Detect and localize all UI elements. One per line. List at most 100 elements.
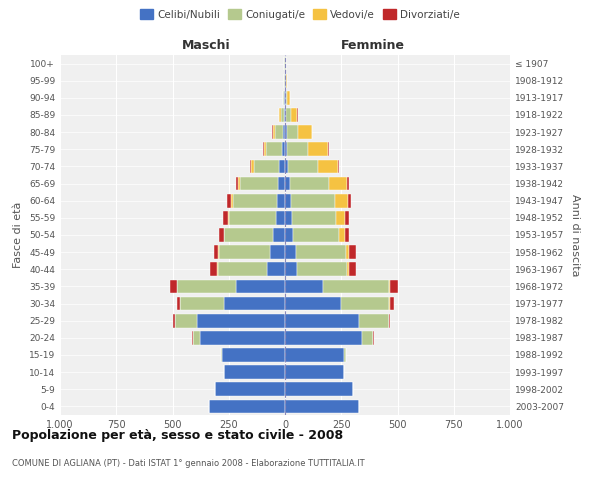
- Bar: [284, 108, 285, 122]
- Bar: [177, 280, 235, 293]
- Bar: [286, 108, 290, 122]
- Bar: [235, 280, 285, 293]
- Bar: [290, 108, 298, 122]
- Bar: [287, 91, 290, 104]
- Bar: [224, 366, 285, 379]
- Bar: [285, 176, 290, 190]
- Bar: [285, 280, 323, 293]
- Bar: [290, 176, 329, 190]
- Bar: [193, 331, 199, 344]
- Bar: [285, 211, 292, 224]
- Bar: [347, 176, 349, 190]
- Bar: [238, 176, 240, 190]
- Bar: [328, 142, 329, 156]
- Bar: [285, 331, 361, 344]
- Bar: [285, 382, 353, 396]
- Bar: [335, 211, 344, 224]
- Bar: [175, 314, 197, 328]
- Bar: [276, 211, 285, 224]
- Bar: [280, 108, 281, 122]
- Bar: [173, 314, 175, 328]
- Bar: [285, 400, 359, 413]
- Text: Femmine: Femmine: [341, 40, 405, 52]
- Bar: [218, 262, 267, 276]
- Bar: [221, 348, 222, 362]
- Y-axis label: Fasce di età: Fasce di età: [13, 202, 23, 268]
- Bar: [293, 228, 339, 242]
- Bar: [283, 126, 285, 139]
- Bar: [170, 280, 176, 293]
- Bar: [285, 142, 287, 156]
- Text: Maschi: Maschi: [182, 40, 230, 52]
- Bar: [339, 228, 344, 242]
- Bar: [292, 211, 335, 224]
- Bar: [224, 296, 285, 310]
- Bar: [285, 91, 286, 104]
- Bar: [224, 228, 272, 242]
- Bar: [389, 314, 391, 328]
- Bar: [289, 160, 317, 173]
- Bar: [263, 142, 264, 156]
- Bar: [298, 262, 347, 276]
- Bar: [285, 296, 341, 310]
- Bar: [341, 296, 389, 310]
- Bar: [285, 74, 286, 88]
- Bar: [298, 126, 311, 139]
- Bar: [290, 194, 335, 207]
- Bar: [329, 176, 347, 190]
- Bar: [349, 262, 356, 276]
- Bar: [285, 246, 296, 259]
- Bar: [271, 246, 285, 259]
- Bar: [311, 126, 312, 139]
- Bar: [281, 108, 284, 122]
- Bar: [223, 211, 227, 224]
- Bar: [227, 194, 232, 207]
- Bar: [218, 246, 271, 259]
- Bar: [229, 211, 276, 224]
- Bar: [280, 160, 285, 173]
- Bar: [250, 160, 251, 173]
- Bar: [285, 108, 286, 122]
- Bar: [346, 246, 349, 259]
- Bar: [361, 331, 373, 344]
- Bar: [235, 176, 238, 190]
- Bar: [285, 126, 287, 139]
- Bar: [214, 246, 218, 259]
- Bar: [283, 91, 284, 104]
- Bar: [338, 160, 339, 173]
- Bar: [284, 91, 285, 104]
- Bar: [344, 228, 349, 242]
- Bar: [323, 280, 389, 293]
- Bar: [335, 194, 348, 207]
- Bar: [277, 194, 285, 207]
- Text: COMUNE DI AGLIANA (PT) - Dati ISTAT 1° gennaio 2008 - Elaborazione TUTTITALIA.IT: COMUNE DI AGLIANA (PT) - Dati ISTAT 1° g…: [12, 458, 365, 468]
- Bar: [286, 91, 287, 104]
- Bar: [240, 176, 278, 190]
- Legend: Celibi/Nubili, Coniugati/e, Vedovi/e, Divorziati/e: Celibi/Nubili, Coniugati/e, Vedovi/e, Di…: [136, 5, 464, 24]
- Bar: [219, 228, 224, 242]
- Bar: [266, 142, 281, 156]
- Bar: [287, 142, 308, 156]
- Bar: [275, 126, 283, 139]
- Bar: [233, 194, 277, 207]
- Bar: [222, 348, 285, 362]
- Bar: [251, 160, 254, 173]
- Y-axis label: Anni di nascita: Anni di nascita: [569, 194, 580, 276]
- Bar: [199, 331, 285, 344]
- Bar: [215, 382, 285, 396]
- Bar: [197, 314, 285, 328]
- Bar: [285, 366, 343, 379]
- Bar: [227, 211, 229, 224]
- Bar: [348, 194, 352, 207]
- Bar: [281, 142, 285, 156]
- Bar: [359, 314, 389, 328]
- Bar: [264, 142, 266, 156]
- Bar: [389, 280, 391, 293]
- Bar: [285, 348, 343, 362]
- Bar: [272, 126, 275, 139]
- Bar: [285, 314, 359, 328]
- Bar: [267, 262, 285, 276]
- Bar: [272, 228, 285, 242]
- Bar: [391, 280, 398, 293]
- Bar: [285, 262, 298, 276]
